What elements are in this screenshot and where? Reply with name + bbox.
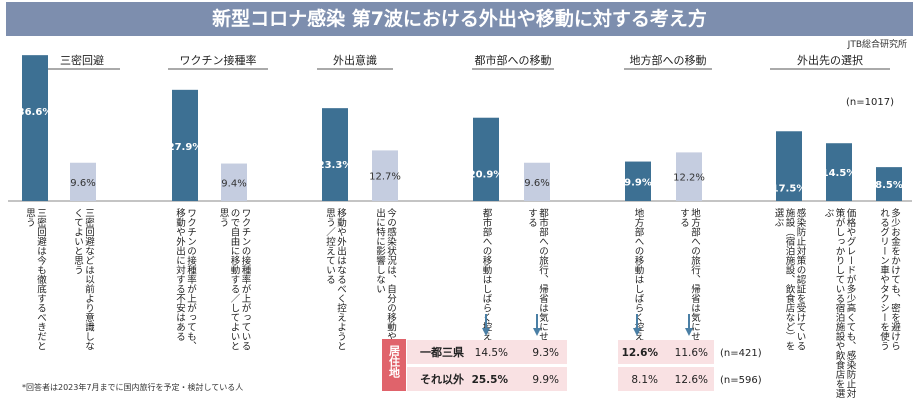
bar-description: 都市部への移動はしばらく控える <box>481 208 493 351</box>
bar <box>776 131 802 201</box>
bar-value-label: 12.2% <box>673 173 705 184</box>
bar-description: ぶ <box>823 208 835 218</box>
residence-cell: 14.5% <box>475 347 508 359</box>
bar-description: 今の感染状況は、自分の移動や外 <box>385 207 397 351</box>
residence-row-n: (n=421) <box>720 348 762 359</box>
group-header: 三密回避 <box>60 53 104 67</box>
residence-cell: 8.1% <box>631 374 658 386</box>
bar <box>70 162 96 201</box>
down-arrow-head <box>533 328 541 336</box>
bar-value-label: 9.9% <box>624 177 652 188</box>
residence-header: 居住地 <box>388 345 401 378</box>
bar-value-label: 9.6% <box>70 178 95 189</box>
bar-value-label: 14.5% <box>822 168 857 179</box>
bar-description: 価格やグレードが多少高くても、感染防止対 <box>845 207 857 398</box>
bar-description: 出に特に影響しない <box>374 207 386 293</box>
residence-row-rural-bg <box>618 340 714 364</box>
residence-cell: 11.6% <box>675 347 708 359</box>
bar <box>676 152 702 201</box>
residence-cell: 12.6% <box>622 347 659 359</box>
chart-title: 新型コロナ感染 第7波における外出や移動に対する考え方 <box>6 2 913 36</box>
group-header: 外出意識 <box>333 53 377 67</box>
bar-description: する <box>678 208 690 227</box>
down-arrow-head <box>482 328 490 336</box>
down-arrow-head <box>685 328 693 336</box>
bar <box>22 55 48 202</box>
bar <box>524 162 550 201</box>
residence-row-rural-bg <box>618 367 714 391</box>
bar <box>876 167 902 201</box>
group-header: 地方部への移動 <box>630 53 707 67</box>
down-arrow-head <box>633 328 641 336</box>
bar-description: れるグリーン車やタクシーを使う <box>878 208 890 351</box>
bar <box>473 117 499 201</box>
residence-cell: 9.9% <box>532 374 559 386</box>
bar-description: くてよいと思う <box>72 208 84 275</box>
bar-description: 選ぶ <box>773 208 785 227</box>
bar-description: する <box>526 208 538 227</box>
bar-value-label: 36.6% <box>18 107 53 118</box>
bar-description: 思う／控えている <box>324 208 336 284</box>
bar-description: 策がしっかりしている宿泊施設や飲食店を選 <box>834 207 846 399</box>
bar-description: 地方部への旅行、帰省は気にせず <box>689 207 701 350</box>
bar-description: 都市部への旅行、帰省は気にせず <box>537 208 549 351</box>
sample-size-label: (n=1017) <box>846 97 894 108</box>
bar-description: 思う <box>218 208 230 227</box>
bar-description: 思う <box>24 208 36 227</box>
bar-value-label: 20.9% <box>469 170 504 181</box>
group-header: 外出先の選択 <box>797 53 863 67</box>
bar-description: ワクチンの接種率が上がっても、 <box>185 208 197 351</box>
residence-row-label: それ以外 <box>420 372 464 386</box>
bar-value-label: 9.6% <box>524 178 549 189</box>
bar <box>625 161 651 201</box>
bar-value-label: 9.4% <box>221 178 246 189</box>
bar <box>826 143 852 201</box>
bar-value-label: 17.5% <box>772 183 807 194</box>
bar-value-label: 23.3% <box>318 160 353 171</box>
bar-description: 三密回避などは以前より意識しな <box>83 208 95 351</box>
bar-description: 移動や外出はなるべく控えようと <box>335 207 347 350</box>
residence-cell: 9.3% <box>532 347 559 359</box>
group-header: ワクチン接種率 <box>180 53 257 67</box>
bar-description: 地方部への移動はしばらく控える <box>633 207 645 350</box>
source-label: JTB総合研究所 <box>847 40 907 50</box>
bar-value-label: 12.7% <box>369 172 401 183</box>
bar-description: 三密回避は今も徹底するべきだと <box>35 208 47 351</box>
bar <box>172 89 198 201</box>
bar-description: 移動や外出に対する不安はある <box>174 207 186 341</box>
residence-row-urban-bg <box>407 367 567 391</box>
bar-description: 多少お金をかけても、密を避けら <box>889 207 901 350</box>
bar-description: 施設（宿泊施設、飲食店など）を <box>784 207 796 350</box>
bar <box>322 108 348 201</box>
residence-cell: 25.5% <box>472 374 509 386</box>
residence-row-n: (n=596) <box>720 375 762 386</box>
bar-value-label: 27.9% <box>168 142 203 153</box>
bar-description: 感染防止対策の認証を受けている <box>795 207 807 350</box>
bar-description: ので自由に移動する／してよいと <box>229 208 241 351</box>
bar-value-label: 8.5% <box>875 180 903 191</box>
group-header: 都市部への移動 <box>475 53 552 67</box>
residence-cell: 12.6% <box>675 374 708 386</box>
footnote: *回答者は2023年7月までに国内旅行を予定・検討している人 <box>22 383 244 392</box>
bar <box>372 150 398 201</box>
residence-header-cell <box>382 339 406 391</box>
bar-description: ワクチンの接種率が上がっている <box>240 208 252 351</box>
bar <box>221 163 247 201</box>
residence-row-urban-bg <box>407 340 567 364</box>
residence-row-label: 一都三県 <box>420 345 464 359</box>
